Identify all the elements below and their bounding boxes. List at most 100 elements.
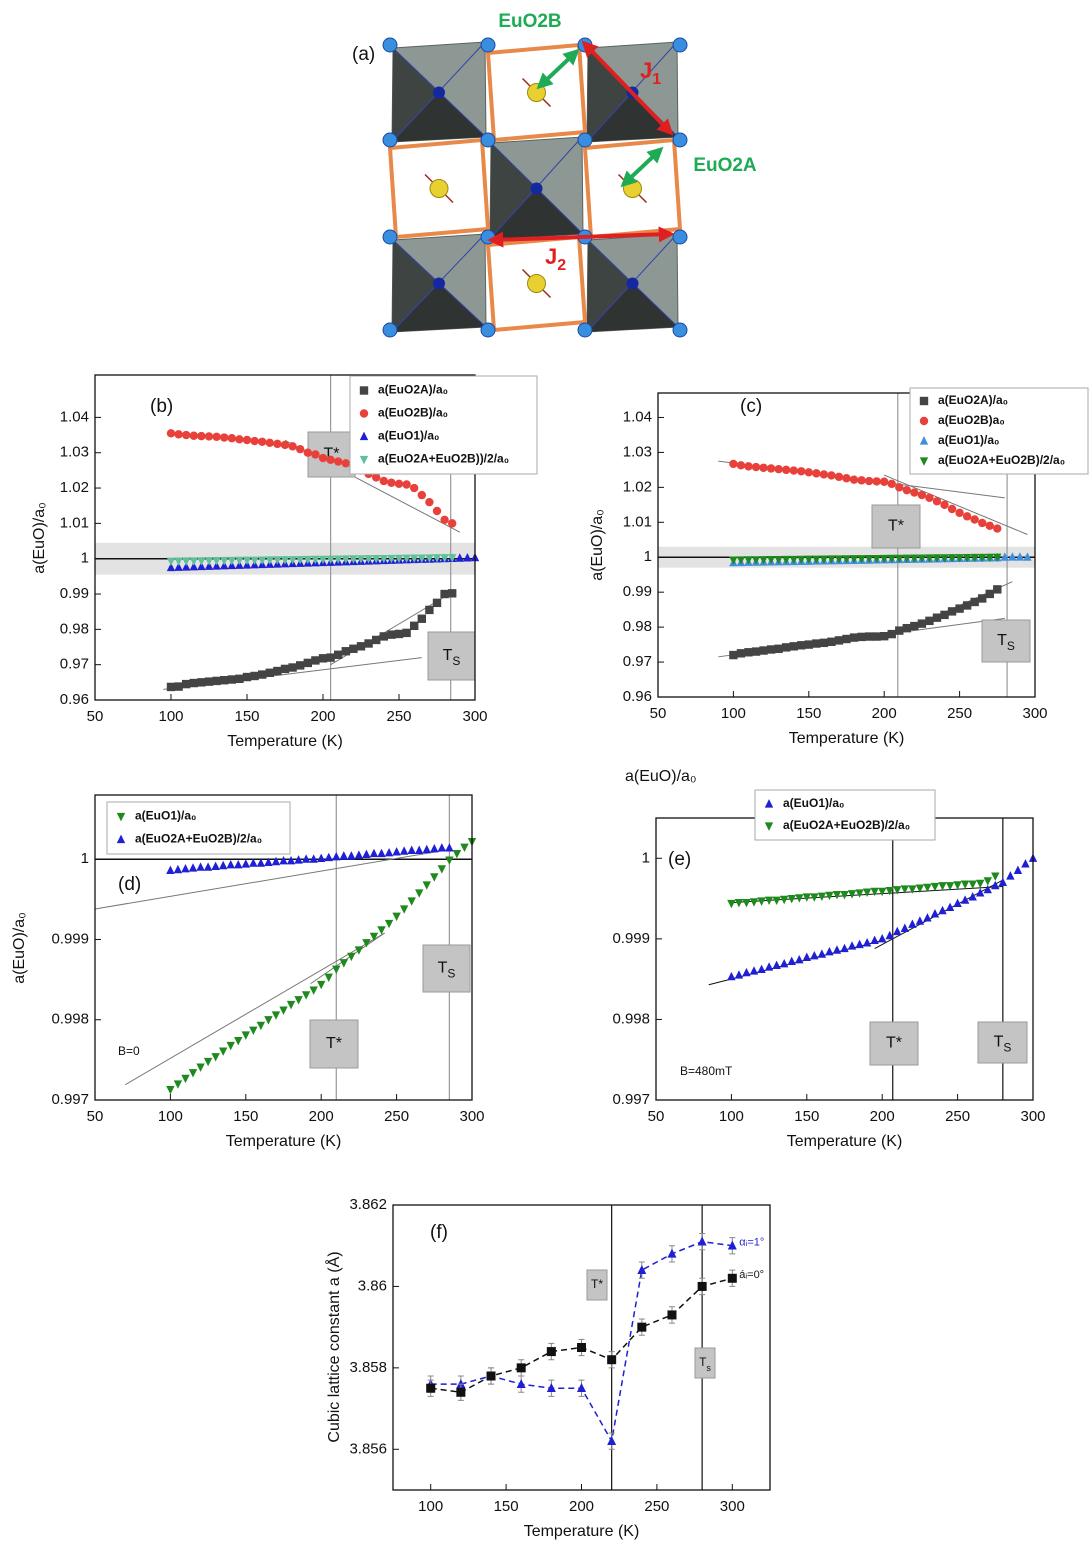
point [182, 557, 191, 566]
point [993, 524, 1002, 533]
point [925, 616, 934, 626]
point [940, 500, 949, 510]
y-tick-label: 1.03 [60, 444, 89, 461]
point [902, 554, 912, 564]
point [827, 555, 836, 564]
point [445, 843, 454, 852]
annotation-text: T* [886, 1035, 902, 1052]
point [212, 432, 221, 442]
point [402, 554, 411, 564]
y-tick-label: 1 [81, 550, 89, 567]
y-tick-label: 1 [642, 849, 650, 866]
annotation-sub: S [452, 654, 460, 668]
annotation-box [871, 504, 921, 549]
coupling-symbol: J [545, 244, 557, 269]
point [445, 856, 454, 865]
point [976, 879, 985, 889]
point [779, 959, 789, 968]
point [415, 889, 424, 898]
point [978, 553, 987, 563]
point [264, 1016, 273, 1025]
point [369, 932, 379, 942]
point [789, 466, 798, 475]
point [341, 459, 350, 468]
point [303, 658, 312, 668]
y-tick-label: 3.856 [349, 1440, 387, 1457]
y-tick-label: 0.999 [51, 930, 89, 947]
annotation-sub: S [447, 967, 455, 981]
point [347, 851, 356, 860]
point [955, 508, 964, 518]
y-tick-label: 1 [644, 548, 652, 565]
point [235, 556, 244, 566]
point [908, 885, 917, 894]
legend-marker [359, 409, 369, 418]
point [173, 864, 183, 874]
point [220, 676, 229, 685]
x-axis-label: Temperature (K) [787, 1133, 903, 1150]
point [923, 913, 932, 922]
point [463, 553, 472, 562]
point [840, 890, 849, 900]
x-tick-label: 200 [870, 1108, 895, 1125]
annotation-box [309, 1019, 359, 1069]
point [887, 629, 896, 639]
point [220, 433, 229, 442]
point [774, 555, 783, 565]
point [862, 888, 872, 897]
point [265, 438, 274, 448]
y-tick-label: 0.97 [60, 656, 89, 673]
point [993, 553, 1002, 563]
eu-atom [527, 274, 546, 293]
point [727, 1240, 737, 1250]
point [1015, 552, 1025, 561]
legend-label: a(EuO1)/a₀ [783, 796, 844, 810]
point [448, 554, 457, 563]
y-axis-label: a(EuO)/a₀ [31, 502, 48, 574]
point [940, 610, 949, 620]
point [804, 468, 813, 477]
point [384, 847, 394, 857]
point [751, 647, 761, 656]
point [1021, 859, 1030, 868]
point [249, 858, 258, 867]
point [311, 656, 320, 665]
point [855, 889, 864, 898]
point [900, 885, 910, 894]
atom-corner [480, 322, 496, 338]
point [925, 554, 934, 563]
point [976, 888, 985, 897]
point [301, 854, 311, 863]
point [280, 664, 290, 674]
point [425, 497, 434, 507]
point [256, 858, 266, 867]
point [211, 861, 220, 871]
point [173, 1080, 183, 1089]
point [174, 682, 183, 691]
point [341, 555, 350, 564]
point [945, 902, 955, 912]
point [235, 674, 244, 684]
point [945, 882, 955, 891]
point [797, 467, 806, 476]
point [204, 561, 214, 570]
point [387, 630, 396, 639]
point [241, 859, 250, 868]
point [188, 1069, 198, 1078]
point [870, 887, 879, 897]
point [356, 555, 366, 564]
panel-label: (f) [430, 1222, 448, 1243]
legend-label: a(EuO2A+EuO2B))/2/a₀ [378, 452, 509, 466]
y-tick-label: 1.04 [60, 408, 89, 425]
point [985, 589, 994, 599]
coupling-sub: 1 [652, 71, 661, 88]
atom-corner [480, 37, 496, 53]
coupling-label: J2 [545, 244, 566, 274]
point [280, 556, 290, 565]
point [607, 1435, 617, 1445]
x-axis-label: Temperature (K) [524, 1523, 640, 1540]
point [872, 477, 881, 486]
y-tick-label: 0.99 [60, 585, 89, 602]
y-tick-label: 0.98 [60, 620, 89, 637]
coupling-sub: 2 [557, 257, 566, 274]
